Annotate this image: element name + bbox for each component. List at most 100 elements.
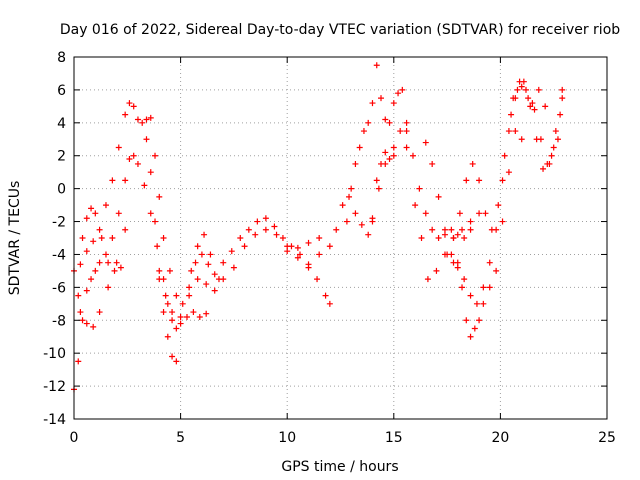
data-point [90,238,97,245]
x-axis-label: GPS time / hours [281,459,398,475]
data-point [186,292,193,299]
data-point [83,215,90,222]
data-point [296,251,303,258]
data-point [83,248,90,255]
series-satellite-track-8 [284,149,397,255]
data-point [79,317,86,324]
data-point [262,215,269,222]
y-tick-label: 2 [57,149,66,165]
data-point [522,86,529,93]
y-tick-label: 0 [57,182,66,198]
data-point [518,83,525,90]
data-point [194,276,201,283]
data-point [177,313,184,320]
data-point [537,136,544,143]
data-point [508,111,515,118]
data-point [75,292,82,299]
data-point [448,226,455,233]
data-point [252,231,259,238]
data-point [173,292,180,299]
x-tick-label: 5 [176,430,185,446]
data-point [493,267,500,274]
data-point [461,235,468,241]
data-point [88,276,95,283]
data-point [552,128,559,135]
data-point [348,185,355,192]
data-point [83,287,90,294]
data-point [527,103,534,110]
data-point [418,235,425,241]
data-point [373,177,380,184]
data-point [113,259,120,266]
data-point [117,264,124,271]
data-point [102,251,109,258]
data-point [403,128,410,135]
data-point [559,95,566,102]
data-point [166,267,173,274]
data-point [535,86,542,93]
data-point [429,226,436,233]
data-point [429,160,436,167]
data-point [531,106,538,113]
data-point [160,309,167,316]
data-point [147,210,154,217]
data-point [454,264,461,271]
data-point [77,309,84,316]
data-point [115,144,122,151]
data-point [358,221,365,228]
data-point [480,300,487,307]
data-point [173,358,180,365]
data-point [544,160,551,167]
data-point [399,86,406,93]
data-point [352,210,359,217]
series-satellite-track-15 [510,78,566,159]
data-point [518,136,525,143]
data-point [360,128,367,135]
y-tick-label: -14 [43,412,66,428]
data-point [134,116,141,123]
data-point [459,284,466,291]
data-point [397,128,404,135]
data-point [109,235,116,241]
data-point [79,235,86,241]
data-point [480,284,487,291]
data-point [305,239,312,246]
y-tick-label: -4 [52,247,66,263]
data-point [476,317,483,324]
y-tick-label: 6 [57,83,66,99]
data-point [482,210,489,217]
data-point [237,235,244,241]
series-satellite-track-5 [143,114,333,307]
y-axis-ticks: -14 -12 -10 -8 -6 -4 -2 0 2 4 6 8 [43,50,607,428]
data-point [409,152,416,159]
series-satellite-track-14 [450,83,564,307]
data-point [109,177,116,184]
data-point [501,152,508,159]
data-point [305,264,312,271]
series-satellite-track-10 [369,128,483,283]
y-tick-label: 4 [57,116,66,132]
data-point [190,309,197,316]
data-point [96,226,103,233]
data-point [369,100,376,107]
data-point [215,276,222,283]
data-point [343,218,350,225]
data-point [476,177,483,184]
data-point [314,276,321,283]
data-point [205,261,212,268]
data-point [134,160,141,167]
data-point [499,177,506,184]
data-point [378,95,385,102]
data-point [476,210,483,217]
data-point [169,317,176,324]
data-point [162,292,169,299]
data-point [203,281,210,288]
data-point [196,313,203,320]
data-point [75,358,82,365]
series-satellite-track-6 [156,226,323,320]
data-point [459,226,466,233]
data-point [183,313,190,320]
data-point [422,210,429,217]
data-point [98,235,105,241]
y-axis-label: SDTVAR / TECUs [7,181,23,296]
